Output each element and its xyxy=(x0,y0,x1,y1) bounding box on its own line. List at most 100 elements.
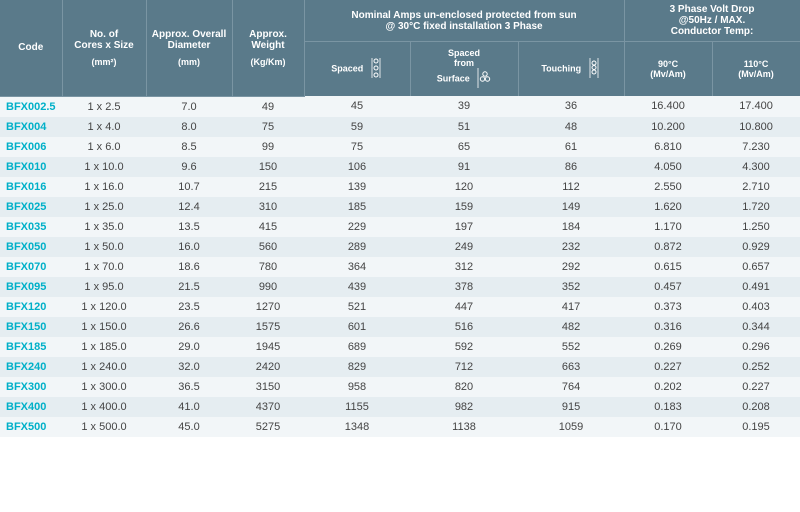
cell-diameter: 45.0 xyxy=(146,417,232,437)
cell-vd110: 0.657 xyxy=(712,257,800,277)
table-row: BFX0501 x 50.016.05602892492320.8720.929 xyxy=(0,237,800,257)
cell-vd90: 0.269 xyxy=(624,337,712,357)
header-vd110-label: 110°C(Mv/Am) xyxy=(738,59,774,79)
header-weight-label: Approx.Weight xyxy=(249,29,287,51)
table-row: BFX1851 x 185.029.019456895925520.2690.2… xyxy=(0,337,800,357)
cell-diameter: 41.0 xyxy=(146,397,232,417)
cell-vd90: 10.200 xyxy=(624,117,712,137)
cell-weight: 3150 xyxy=(232,377,304,397)
cell-weight: 75 xyxy=(232,117,304,137)
cell-amps-spaced: 689 xyxy=(304,337,410,357)
cell-vd110: 0.929 xyxy=(712,237,800,257)
cell-amps-touching: 915 xyxy=(518,397,624,417)
cell-diameter: 21.5 xyxy=(146,277,232,297)
header-diameter-unit: (mm) xyxy=(149,57,230,67)
cell-amps-spaced: 1348 xyxy=(304,417,410,437)
cell-amps-touching: 86 xyxy=(518,157,624,177)
cell-amps-surface: 65 xyxy=(410,137,518,157)
cell-weight: 2420 xyxy=(232,357,304,377)
cell-amps-touching: 61 xyxy=(518,137,624,157)
header-cores-label: No. ofCores x Size xyxy=(74,29,133,51)
cell-amps-surface: 982 xyxy=(410,397,518,417)
cell-code: BFX002.5 xyxy=(0,96,62,117)
header-diameter-label: Approx. OverallDiameter xyxy=(152,29,226,51)
header-weight-unit: (Kg/Km) xyxy=(235,57,302,67)
cell-vd90: 0.316 xyxy=(624,317,712,337)
cell-amps-surface: 592 xyxy=(410,337,518,357)
cell-weight: 990 xyxy=(232,277,304,297)
cell-diameter: 26.6 xyxy=(146,317,232,337)
cell-vd90: 16.400 xyxy=(624,96,712,117)
cell-amps-touching: 48 xyxy=(518,117,624,137)
cell-code: BFX070 xyxy=(0,257,62,277)
cell-vd110: 0.344 xyxy=(712,317,800,337)
cell-amps-touching: 764 xyxy=(518,377,624,397)
header-code: Code xyxy=(0,0,62,96)
cell-vd110: 4.300 xyxy=(712,157,800,177)
cell-amps-surface: 378 xyxy=(410,277,518,297)
cable-spec-table: Code No. ofCores x Size (mm²) Approx. Ove… xyxy=(0,0,800,437)
cell-cores: 1 x 400.0 xyxy=(62,397,146,417)
cell-code: BFX500 xyxy=(0,417,62,437)
table-row: BFX0061 x 6.08.5997565616.8107.230 xyxy=(0,137,800,157)
cell-amps-surface: 712 xyxy=(410,357,518,377)
cell-vd110: 7.230 xyxy=(712,137,800,157)
cell-vd90: 1.620 xyxy=(624,197,712,217)
header-amps-surface: SpacedfromSurface xyxy=(410,42,518,97)
cell-cores: 1 x 2.5 xyxy=(62,96,146,117)
header-weight: Approx.Weight (Kg/Km) xyxy=(232,0,304,96)
cell-cores: 1 x 25.0 xyxy=(62,197,146,217)
cell-diameter: 16.0 xyxy=(146,237,232,257)
header-vd110: 110°C(Mv/Am) xyxy=(712,42,800,97)
cell-amps-spaced: 958 xyxy=(304,377,410,397)
cell-weight: 49 xyxy=(232,96,304,117)
header-vd90-label: 90°C(Mv/Am) xyxy=(650,59,686,79)
header-cores-unit: (mm²) xyxy=(65,57,144,67)
table-row: BFX0951 x 95.021.59904393783520.4570.491 xyxy=(0,277,800,297)
cell-amps-surface: 1138 xyxy=(410,417,518,437)
header-amps-group: Nominal Amps un-enclosed protected from … xyxy=(304,0,624,42)
cell-code: BFX400 xyxy=(0,397,62,417)
cell-diameter: 9.6 xyxy=(146,157,232,177)
cell-vd110: 17.400 xyxy=(712,96,800,117)
cell-code: BFX025 xyxy=(0,197,62,217)
cell-vd90: 1.170 xyxy=(624,217,712,237)
cell-diameter: 7.0 xyxy=(146,96,232,117)
table-header: Code No. ofCores x Size (mm²) Approx. Ove… xyxy=(0,0,800,96)
cell-code: BFX004 xyxy=(0,117,62,137)
cell-cores: 1 x 16.0 xyxy=(62,177,146,197)
cell-diameter: 8.5 xyxy=(146,137,232,157)
cell-amps-touching: 663 xyxy=(518,357,624,377)
cell-vd90: 0.183 xyxy=(624,397,712,417)
cell-amps-surface: 39 xyxy=(410,96,518,117)
table-row: BFX002.51 x 2.57.04945393616.40017.400 xyxy=(0,96,800,117)
cell-weight: 4370 xyxy=(232,397,304,417)
cell-amps-spaced: 45 xyxy=(304,96,410,117)
cell-amps-touching: 352 xyxy=(518,277,624,297)
cell-vd90: 0.615 xyxy=(624,257,712,277)
cell-weight: 150 xyxy=(232,157,304,177)
cell-amps-touching: 36 xyxy=(518,96,624,117)
table-row: BFX2401 x 240.032.024208297126630.2270.2… xyxy=(0,357,800,377)
cell-code: BFX006 xyxy=(0,137,62,157)
cell-amps-touching: 232 xyxy=(518,237,624,257)
cell-diameter: 32.0 xyxy=(146,357,232,377)
cell-cores: 1 x 95.0 xyxy=(62,277,146,297)
cell-weight: 99 xyxy=(232,137,304,157)
cell-vd110: 0.403 xyxy=(712,297,800,317)
cell-amps-spaced: 521 xyxy=(304,297,410,317)
cell-amps-spaced: 829 xyxy=(304,357,410,377)
trefoil-touching-icon xyxy=(587,58,601,80)
cell-diameter: 12.4 xyxy=(146,197,232,217)
table-row: BFX3001 x 300.036.531509588207640.2020.2… xyxy=(0,377,800,397)
cell-diameter: 18.6 xyxy=(146,257,232,277)
cell-vd90: 0.373 xyxy=(624,297,712,317)
cell-amps-surface: 447 xyxy=(410,297,518,317)
header-amps-surface-label: SpacedfromSurface xyxy=(437,48,480,83)
cell-cores: 1 x 6.0 xyxy=(62,137,146,157)
cell-amps-spaced: 601 xyxy=(304,317,410,337)
header-cores: No. ofCores x Size (mm²) xyxy=(62,0,146,96)
cell-weight: 1945 xyxy=(232,337,304,357)
cell-amps-spaced: 229 xyxy=(304,217,410,237)
cell-vd110: 1.720 xyxy=(712,197,800,217)
